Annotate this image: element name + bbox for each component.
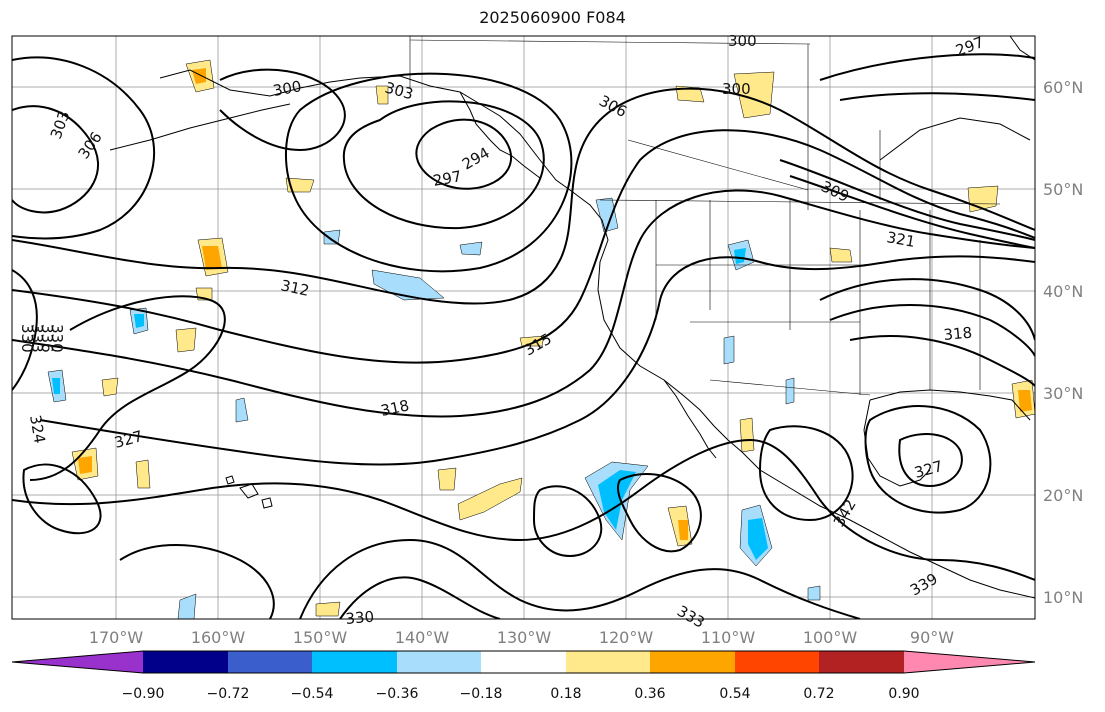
x-tick-label: 120°W [599, 628, 654, 647]
colorbar-label: −0.18 [460, 686, 503, 702]
y-tick-label: 20°N [1043, 486, 1083, 505]
x-tick-label: 130°W [497, 628, 552, 647]
colorbar-label: −0.90 [122, 686, 165, 702]
colorbar-extend-low [12, 651, 143, 673]
map-area [12, 36, 1035, 619]
y-tick-label: 10°N [1043, 588, 1083, 607]
x-tick-label: 100°W [803, 628, 858, 647]
contour-label: 312 [279, 276, 311, 300]
colorbar-outline [11, 650, 1036, 674]
y-tick-label: 40°N [1043, 282, 1083, 301]
colorbar-label: 0.90 [888, 686, 919, 702]
x-tick-label: 110°W [701, 628, 756, 647]
colorbar-label: −0.36 [376, 686, 419, 702]
colorbar-swatch [143, 651, 228, 673]
graticule [12, 36, 1035, 619]
contour-label: 300 [722, 80, 751, 98]
colorbar-swatch [481, 651, 566, 673]
height-contours [12, 53, 1035, 619]
colorbar-swatch [819, 651, 904, 673]
colorbar [11, 650, 1036, 674]
colorbar-swatch [228, 651, 312, 673]
y-tick-label: 50°N [1043, 180, 1083, 199]
y-tick-labels: 60°N 50°N 40°N 30°N 20°N 10°N [1043, 78, 1083, 607]
x-tick-label: 140°W [395, 628, 450, 647]
colorbar-swatch [650, 651, 735, 673]
colorbar-swatch [735, 651, 819, 673]
contour-label: 333 [28, 324, 46, 353]
colorbar-labels: −0.90 −0.72 −0.54 −0.36 −0.18 0.18 0.36 … [122, 686, 920, 702]
colorbar-label: 0.54 [719, 686, 750, 702]
contour-label: 330 [48, 324, 66, 353]
colorbar-swatch [397, 651, 481, 673]
x-tick-labels: 170°W 160°W 150°W 140°W 130°W 120°W 110°… [89, 628, 954, 647]
colorbar-label: −0.54 [291, 686, 334, 702]
contour-label: 297 [432, 167, 463, 190]
contour-label: 318 [379, 396, 411, 420]
x-tick-label: 160°W [191, 628, 246, 647]
x-tick-label: 170°W [89, 628, 144, 647]
contour-label: 336 [38, 324, 56, 353]
colorbar-swatch [566, 651, 650, 673]
contour-label: 324 [26, 414, 49, 445]
contour-label: 318 [943, 324, 973, 344]
colorbar-swatch [312, 651, 397, 673]
x-tick-label: 90°W [910, 628, 954, 647]
contour-label: 300 [272, 77, 303, 100]
colorbar-label: 0.18 [550, 686, 581, 702]
contour-label: 300 [728, 32, 757, 50]
colorbar-label: 0.36 [634, 686, 665, 702]
colorbar-label: 0.72 [803, 686, 834, 702]
y-tick-label: 30°N [1043, 384, 1083, 403]
contour-label: 330 [345, 608, 375, 628]
map-title: 2025060900 F084 [479, 8, 626, 27]
colorbar-label: −0.72 [207, 686, 250, 702]
contour-label: 321 [885, 228, 916, 251]
contour-label: 330 [18, 324, 36, 353]
y-tick-label: 60°N [1043, 78, 1083, 97]
x-tick-label: 150°W [293, 628, 348, 647]
map-frame [11, 35, 1036, 620]
colorbar-extend-high [904, 651, 1035, 673]
